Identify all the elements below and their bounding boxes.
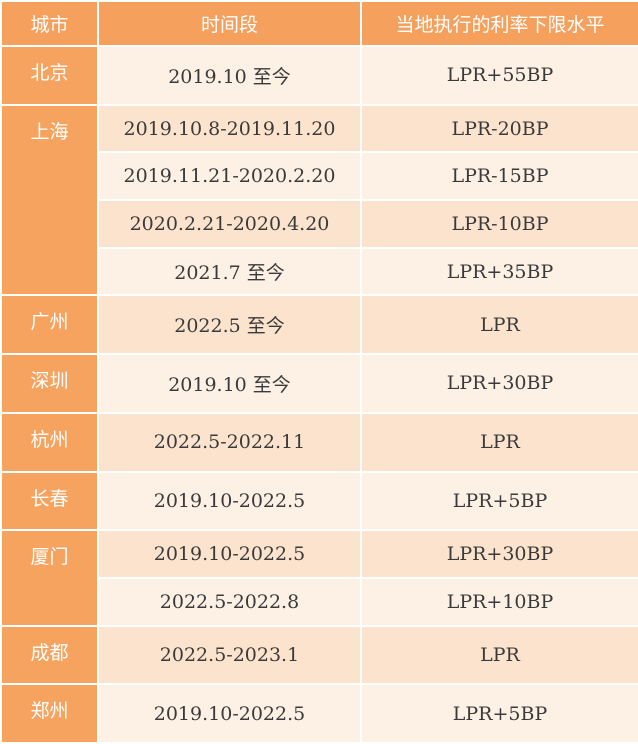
header-cell: 时间段	[97, 0, 362, 47]
period-cell: 2022.5-2023.1	[97, 624, 362, 686]
rate-cell: LPR+35BP	[360, 246, 638, 297]
rate-cell: LPR-10BP	[360, 199, 638, 249]
period-cell: 2019.10-2022.5	[97, 529, 362, 579]
table-row: 郑州 2019.10-2022.5 LPR+5BP	[0, 683, 638, 744]
rate-cell: LPR-20BP	[360, 103, 638, 154]
period-cell: 2019.10 至今	[97, 45, 362, 106]
table-row: 成都 2022.5-2023.1 LPR	[0, 624, 638, 686]
period-cell: 2022.5 至今	[97, 294, 362, 356]
city-cell: 成都	[0, 624, 99, 686]
rate-cell: LPR+30BP	[360, 529, 638, 579]
header-cell: 城市	[0, 0, 99, 47]
city-cell: 厦门	[0, 529, 99, 627]
city-cell: 北京	[0, 45, 99, 106]
table-row: 2021.7 至今 LPR+35BP	[1, 246, 638, 297]
table-body: 北京 2019.10 至今 LPR+55BP 上海 2019.10.8-2019.11.…	[0, 45, 638, 744]
rate-cell: LPR+55BP	[360, 45, 638, 106]
period-cell: 2019.10-2022.5	[97, 470, 362, 532]
table-row: 长春 2019.10-2022.5 LPR+5BP	[0, 470, 638, 532]
rate-cell: LPR+30BP	[360, 353, 638, 414]
table-row: 2022.5-2022.8 LPR+10BP	[1, 576, 638, 627]
table-row: 2020.2.21-2020.4.20 LPR-10BP	[1, 199, 638, 249]
city-cell: 长春	[0, 470, 99, 532]
period-cell: 2019.10 至今	[97, 353, 362, 414]
header-cell: 当地执行的利率下限水平	[360, 0, 638, 47]
period-cell: 2020.2.21-2020.4.20	[97, 199, 362, 249]
period-cell: 2019.10.8-2019.11.20	[97, 103, 362, 154]
city-cell: 郑州	[0, 683, 99, 744]
rate-cell: LPR+10BP	[360, 576, 638, 627]
table-row: 深圳 2019.10 至今 LPR+30BP	[0, 353, 638, 414]
city-cell: 上海	[0, 103, 99, 297]
table-row: 广州 2022.5 至今 LPR	[0, 294, 638, 356]
table-row: 杭州 2022.5-2022.11 LPR	[0, 411, 638, 473]
period-cell: 2022.5-2022.8	[97, 576, 362, 627]
rate-cell: LPR+5BP	[360, 470, 638, 532]
city-cell: 深圳	[0, 353, 99, 414]
header-row: 城市 时间段 当地执行的利率下限水平	[0, 0, 638, 47]
period-cell: 2019.10-2022.5	[97, 683, 362, 744]
rate-cell: LPR-15BP	[360, 151, 638, 202]
rate-cell: LPR	[360, 411, 638, 473]
period-cell: 2019.11.21-2020.2.20	[97, 151, 362, 202]
table-row: 上海 2019.10.8-2019.11.20 LPR-20BP	[0, 103, 638, 297]
rate-cell: LPR	[360, 294, 638, 356]
city-cell: 杭州	[0, 411, 99, 473]
rate-cell: LPR	[360, 624, 638, 686]
rate-cell: LPR+5BP	[360, 683, 638, 744]
period-cell: 2022.5-2022.11	[97, 411, 362, 473]
table-row: 北京 2019.10 至今 LPR+55BP	[0, 45, 638, 106]
table-row: 厦门 2019.10-2022.5 LPR+30BP	[0, 529, 638, 627]
period-cell: 2021.7 至今	[97, 246, 362, 297]
city-cell: 广州	[0, 294, 99, 356]
